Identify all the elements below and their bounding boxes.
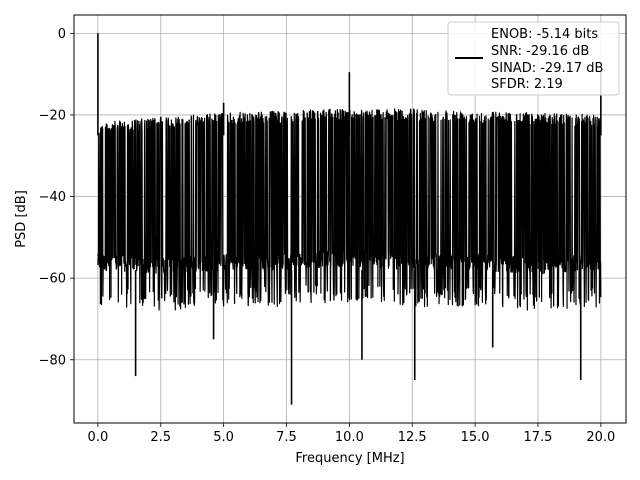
legend-entry-sfdr: SFDR: 2.19 — [491, 77, 563, 92]
x-tick-label: 5.0 — [213, 430, 234, 445]
axes-frame — [73, 14, 627, 424]
legend-entry-sinad: SINAD: -29.17 dB — [491, 61, 603, 76]
y-tick-label: 0 — [58, 27, 66, 42]
x-tick-label: 17.5 — [524, 430, 553, 445]
psd-series — [97, 33, 602, 405]
x-axis: 0.0 2.5 5.0 7.5 10.0 12.5 15.0 17.5 20.0 — [88, 423, 615, 445]
y-tick-label: −40 — [39, 190, 66, 205]
x-tick-label: 2.5 — [150, 430, 171, 445]
plot-area — [97, 33, 602, 405]
x-axis-label: Frequency [MHz] — [295, 451, 404, 466]
y-axis-label: PSD [dB] — [14, 190, 29, 248]
y-tick-label: −60 — [39, 272, 66, 287]
legend: ENOB: -5.14 bits SNR: -29.16 dB SINAD: -… — [447, 21, 620, 96]
x-tick-label: 10.0 — [335, 430, 364, 445]
x-tick-label: 15.0 — [461, 430, 490, 445]
x-tick-label: 0.0 — [88, 430, 109, 445]
y-tick-label: −20 — [39, 108, 66, 123]
psd-line — [97, 108, 602, 311]
legend-entry-enob: ENOB: -5.14 bits — [491, 27, 598, 42]
y-tick-label: −80 — [39, 353, 66, 368]
y-axis: 0 −20 −40 −60 −80 — [39, 27, 74, 368]
x-tick-label: 12.5 — [398, 430, 427, 445]
x-tick-label: 7.5 — [276, 430, 297, 445]
x-tick-label: 20.0 — [586, 430, 615, 445]
legend-box — [447, 21, 620, 96]
legend-entry-snr: SNR: -29.16 dB — [491, 44, 589, 59]
